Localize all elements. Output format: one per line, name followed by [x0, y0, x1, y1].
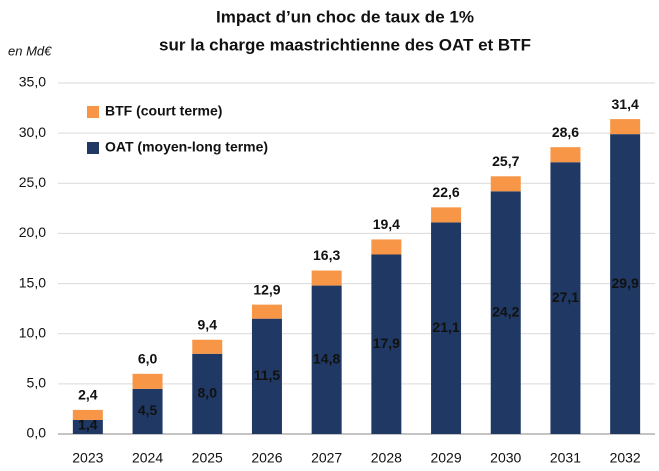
total-label: 28,6 [552, 124, 579, 140]
x-tick-label: 2032 [610, 450, 641, 466]
bar-segment [311, 285, 342, 434]
y-unit-label: en Md€ [8, 43, 52, 58]
value-label: 29,9 [612, 275, 639, 291]
y-tick-label: 15,0 [19, 274, 46, 290]
total-label: 22,6 [432, 184, 459, 200]
value-label: 17,9 [373, 335, 400, 351]
value-label: 24,2 [492, 303, 519, 319]
total-label: 2,4 [78, 387, 98, 403]
x-tick-label: 2023 [72, 450, 103, 466]
legend-label: BTF (court terme) [105, 103, 222, 119]
chart-title: sur la charge maastrichtienne des OAT et… [159, 35, 531, 54]
chart-title: Impact d’un choc de taux de 1% [216, 7, 474, 26]
value-label: 21,1 [432, 319, 459, 335]
y-tick-label: 5,0 [27, 375, 47, 391]
y-tick-label: 20,0 [19, 224, 46, 240]
value-label: 27,1 [552, 289, 579, 305]
bar-segment [610, 134, 641, 434]
bar-segment [550, 162, 581, 434]
y-tick-label: 0,0 [27, 425, 47, 441]
bar-segment [490, 191, 521, 434]
x-tick-label: 2031 [550, 450, 581, 466]
bar-segment [610, 119, 641, 135]
bar-segment [371, 254, 402, 434]
y-tick-label: 25,0 [19, 174, 46, 190]
bar-segment [431, 222, 462, 434]
total-label: 9,4 [198, 316, 218, 332]
value-label: 1,4 [78, 417, 98, 433]
bar-segment [550, 147, 581, 163]
total-label: 19,4 [373, 216, 400, 232]
y-tick-label: 10,0 [19, 324, 46, 340]
x-tick-label: 2030 [490, 450, 521, 466]
legend-label: OAT (moyen-long terme) [105, 139, 268, 155]
x-tick-label: 2029 [430, 450, 461, 466]
bar-segment [132, 388, 163, 434]
y-tick-label: 30,0 [19, 124, 46, 140]
x-tick-label: 2027 [311, 450, 342, 466]
bar-segment [72, 419, 103, 434]
x-tick-label: 2026 [251, 450, 282, 466]
total-label: 16,3 [313, 247, 340, 263]
value-label: 11,5 [254, 367, 281, 383]
total-label: 25,7 [492, 153, 519, 169]
total-label: 12,9 [253, 281, 280, 297]
total-label: 31,4 [612, 96, 639, 112]
bar-segment [132, 373, 163, 389]
value-label: 8,0 [198, 385, 218, 401]
value-label: 14,8 [313, 350, 340, 366]
total-label: 6,0 [138, 351, 158, 367]
bar-segment [251, 304, 282, 319]
legend-swatch [87, 106, 99, 118]
bar-segment [192, 353, 223, 434]
bar-segment [371, 239, 402, 255]
bar-segment [431, 207, 462, 223]
legend-swatch [87, 142, 99, 154]
value-label: 4,5 [138, 402, 158, 418]
bar-segment [192, 339, 223, 354]
bar-segment [490, 176, 521, 192]
bar-segment [72, 409, 103, 420]
y-tick-label: 35,0 [19, 74, 46, 90]
bar-segment [251, 318, 282, 434]
x-tick-label: 2025 [192, 450, 223, 466]
x-tick-label: 2028 [371, 450, 402, 466]
bar-segment [311, 270, 342, 286]
x-tick-label: 2024 [132, 450, 163, 466]
